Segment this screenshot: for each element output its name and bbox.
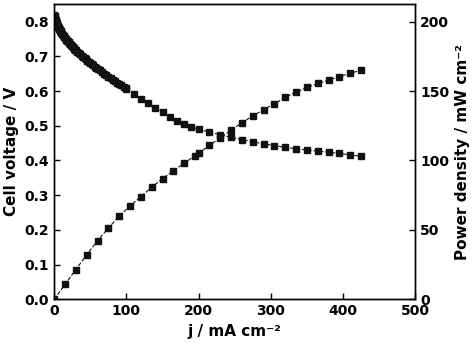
Y-axis label: Power density / mW cm⁻²: Power density / mW cm⁻² (455, 44, 470, 260)
Y-axis label: Cell voltage / V: Cell voltage / V (4, 87, 19, 216)
X-axis label: j / mA cm⁻²: j / mA cm⁻² (188, 324, 282, 339)
